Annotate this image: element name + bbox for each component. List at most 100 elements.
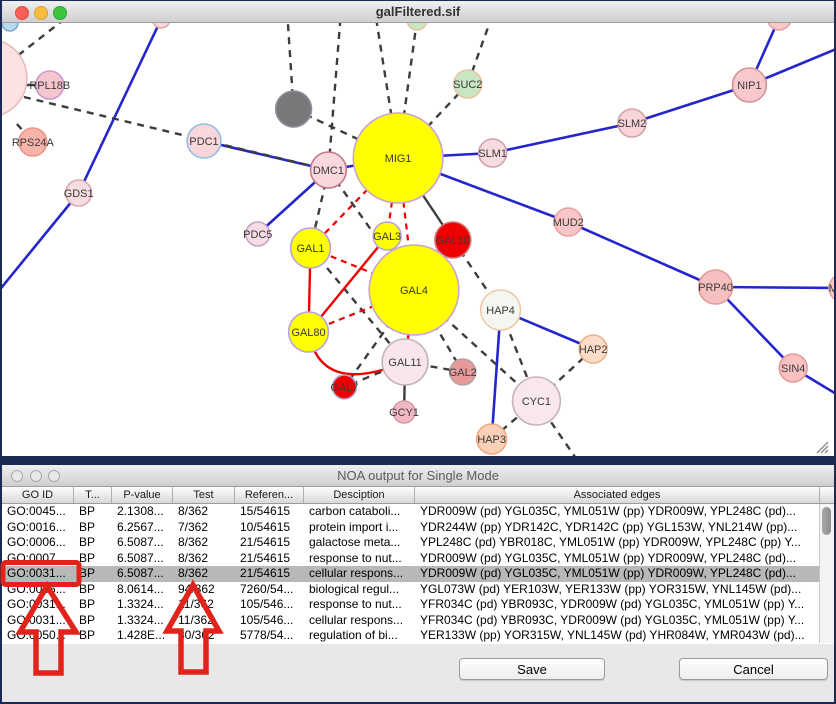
- cell-p_value: 8.0614...: [117, 581, 164, 596]
- network-canvas[interactable]: RPL18B RPS24A GDS1 PDC1 DMC1 MIG1 PDC5 SUC2 SLM1…: [2, 23, 834, 456]
- network-edge: [23, 95, 329, 172]
- node-HAP2[interactable]: [578, 334, 608, 364]
- table-row[interactable]: GO:0065... BP 8.0614... 94/362 7260/54... bio…: [2, 581, 834, 597]
- table-row[interactable]: GO:0031... BP 1.3324... 11/362 105/546... res…: [2, 597, 834, 613]
- column-header-go_id[interactable]: GO ID: [2, 487, 74, 503]
- table-row[interactable]: GO:0045... BP 2.1308... 8/362 15/54615 carbon…: [2, 504, 834, 520]
- column-header-reference[interactable]: Referen...: [235, 487, 304, 503]
- node-SLM2[interactable]: [617, 108, 647, 138]
- cell-description: cellular respons...: [309, 566, 404, 580]
- network-edge: [567, 220, 717, 289]
- node-HAP4[interactable]: [479, 289, 522, 331]
- node-label-GDS1: GDS1: [64, 188, 94, 200]
- node-GCY1[interactable]: [392, 400, 416, 424]
- node-label-HAP2: HAP2: [579, 344, 608, 356]
- table-row[interactable]: GO:0050... BP 1.428E... 80/362 5778/54... reg…: [2, 628, 834, 644]
- node-PDC5[interactable]: [245, 221, 271, 247]
- cell-go_id: GO:0065...: [7, 581, 66, 596]
- node-GAL3[interactable]: [372, 221, 402, 251]
- node-GAL7[interactable]: [331, 374, 358, 400]
- node-MUD2[interactable]: [553, 207, 584, 237]
- node-GAL4[interactable]: [368, 244, 460, 336]
- graph-titlebar[interactable]: galFiltered.sif: [2, 1, 834, 23]
- noa-output-window: NOA output for Single Mode GO ID T... P-va…: [2, 465, 834, 702]
- node-label-SLM1: SLM1: [478, 148, 507, 160]
- node-MSL1[interactable]: [828, 274, 834, 302]
- node-label-MSL1: MSL1: [829, 283, 834, 295]
- node-greencut[interactable]: [406, 23, 428, 31]
- vertical-scrollbar[interactable]: [819, 504, 834, 643]
- node-label-MIG1: MIG1: [385, 153, 412, 165]
- node-GAL2[interactable]: [449, 358, 477, 386]
- node-MIG1[interactable]: [352, 112, 444, 204]
- node-GAL11[interactable]: [381, 338, 429, 386]
- cell-test: 11/362: [178, 612, 214, 627]
- node-CYC1[interactable]: [511, 376, 562, 426]
- node-cyancut[interactable]: [2, 23, 19, 32]
- node-RPS24A[interactable]: [18, 127, 48, 157]
- zoom-button[interactable]: [53, 5, 67, 20]
- table-row[interactable]: GO:0016... BP 6.2567... 7/362 10/54615 protei…: [2, 519, 834, 535]
- node-GAL80[interactable]: [287, 311, 330, 353]
- node-GAL10[interactable]: [434, 221, 472, 259]
- network-edge: [309, 157, 399, 249]
- cell-test: 94/362: [178, 581, 215, 596]
- node-HAP3[interactable]: [475, 423, 508, 455]
- cell-type: BP: [79, 550, 96, 565]
- cell-reference: 105/546...: [240, 612, 294, 627]
- node-label-MUD2: MUD2: [553, 217, 584, 229]
- column-header-test[interactable]: Test: [173, 487, 235, 503]
- cell-p_value: 6.5087...: [117, 535, 164, 549]
- node-PRP40[interactable]: [697, 269, 734, 305]
- node-bigleft[interactable]: [2, 39, 28, 117]
- resize-grip-icon[interactable]: [814, 440, 832, 454]
- network-edge: [715, 285, 834, 290]
- save-button[interactable]: Save: [459, 658, 605, 680]
- cell-test: 8/362: [178, 535, 209, 549]
- cell-type: BP: [79, 519, 96, 534]
- table-header-row[interactable]: GO ID T... P-value Test Referen... Desciption…: [2, 487, 834, 504]
- node-GDS1[interactable]: [64, 179, 93, 207]
- cell-assoc: YFR034C (pd) YBR093C, YDR009W (pd) YGL03…: [420, 612, 805, 627]
- table-row[interactable]: GO:0007... BP 6.5087... 8/362 21/54615 respon…: [2, 550, 834, 566]
- close-button[interactable]: [11, 469, 23, 482]
- table-row[interactable]: GO:0031... BP 1.3324... 11/362 105/546... cel…: [2, 612, 834, 628]
- node-RPL18B[interactable]: [35, 70, 65, 100]
- scrollbar-thumb[interactable]: [822, 507, 831, 535]
- minimize-button[interactable]: [30, 469, 42, 482]
- node-label-GCY1: GCY1: [389, 407, 419, 419]
- close-button[interactable]: [15, 5, 29, 20]
- cancel-button[interactable]: Cancel: [679, 658, 828, 680]
- cell-assoc: YDR009W (pd) YGL035C, YML051W (pp) YDR00…: [420, 504, 796, 518]
- node-label-GAL7: GAL7: [330, 382, 358, 394]
- node-label-SIN4: SIN4: [781, 363, 805, 375]
- column-header-assoc[interactable]: Associated edges: [415, 487, 820, 503]
- cell-assoc: YPL248C (pd) YBR018C, YML051W (pp) YDR00…: [420, 535, 801, 549]
- network-edge: [490, 400, 538, 440]
- column-header-description[interactable]: Desciption: [304, 487, 415, 503]
- node-SUC2[interactable]: [453, 69, 483, 99]
- node-DMC1[interactable]: [309, 151, 348, 189]
- column-header-p_value[interactable]: P-value: [112, 487, 173, 503]
- network-edge: [404, 360, 463, 374]
- node-GAL1[interactable]: [289, 227, 332, 269]
- node-NIP1[interactable]: [731, 67, 768, 103]
- table-row[interactable]: GO:0031... BP 6.5087... 8/362 21/54615 cellul…: [2, 566, 834, 582]
- node-PDC1[interactable]: [186, 123, 222, 159]
- cell-description: biological regul...: [309, 581, 400, 596]
- table-row[interactable]: GO:0006... BP 6.5087... 8/362 21/54615 galact…: [2, 535, 834, 551]
- column-header-type[interactable]: T...: [74, 487, 112, 503]
- minimize-button[interactable]: [34, 5, 48, 20]
- window-title: galFiltered.sif: [375, 4, 461, 19]
- node-topPink[interactable]: [152, 23, 171, 29]
- node-SIN4[interactable]: [778, 353, 808, 383]
- cell-reference: 21/54615: [240, 535, 291, 549]
- node-graynode[interactable]: [274, 90, 313, 128]
- noa-titlebar[interactable]: NOA output for Single Mode: [2, 465, 834, 487]
- results-table: GO ID T... P-value Test Referen... Desciption…: [2, 487, 834, 644]
- node-SLM1[interactable]: [477, 138, 508, 168]
- node-label-GAL10: GAL10: [436, 235, 470, 247]
- node-pinkcutTR[interactable]: [767, 23, 791, 31]
- zoom-button[interactable]: [48, 469, 60, 482]
